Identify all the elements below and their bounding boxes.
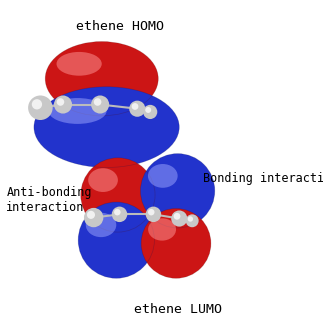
Circle shape bbox=[59, 102, 69, 111]
Ellipse shape bbox=[88, 168, 118, 192]
Ellipse shape bbox=[57, 52, 102, 76]
Ellipse shape bbox=[78, 202, 154, 278]
Circle shape bbox=[89, 214, 100, 225]
Ellipse shape bbox=[48, 98, 107, 124]
Circle shape bbox=[176, 216, 185, 224]
Text: ethene LUMO: ethene LUMO bbox=[134, 303, 222, 316]
Circle shape bbox=[116, 212, 125, 220]
Circle shape bbox=[171, 210, 187, 226]
Ellipse shape bbox=[34, 87, 179, 168]
Ellipse shape bbox=[141, 208, 211, 278]
Circle shape bbox=[150, 212, 159, 220]
Circle shape bbox=[35, 104, 48, 117]
Circle shape bbox=[186, 214, 199, 227]
Circle shape bbox=[174, 213, 181, 220]
Ellipse shape bbox=[141, 154, 215, 228]
Circle shape bbox=[143, 105, 157, 119]
Ellipse shape bbox=[45, 42, 158, 116]
Circle shape bbox=[145, 107, 151, 113]
Circle shape bbox=[91, 95, 109, 114]
Text: Anti-bonding
interaction: Anti-bonding interaction bbox=[6, 186, 92, 214]
Circle shape bbox=[134, 106, 143, 115]
Text: ethene HOMO: ethene HOMO bbox=[76, 20, 163, 34]
Circle shape bbox=[96, 102, 106, 111]
Ellipse shape bbox=[81, 158, 155, 232]
Circle shape bbox=[189, 218, 196, 226]
Ellipse shape bbox=[148, 218, 176, 241]
Circle shape bbox=[147, 110, 155, 117]
Circle shape bbox=[84, 208, 103, 227]
Circle shape bbox=[87, 211, 95, 219]
Circle shape bbox=[114, 209, 120, 215]
Ellipse shape bbox=[148, 164, 178, 188]
Circle shape bbox=[54, 95, 72, 114]
Text: Bonding interaction: Bonding interaction bbox=[203, 172, 323, 185]
Circle shape bbox=[146, 207, 161, 222]
Circle shape bbox=[129, 100, 145, 117]
Circle shape bbox=[32, 99, 42, 110]
Circle shape bbox=[94, 98, 101, 106]
Circle shape bbox=[57, 98, 64, 106]
Circle shape bbox=[188, 216, 193, 222]
Circle shape bbox=[112, 207, 127, 222]
Circle shape bbox=[131, 103, 138, 110]
Circle shape bbox=[28, 95, 53, 120]
Ellipse shape bbox=[86, 213, 116, 237]
Circle shape bbox=[148, 209, 154, 215]
